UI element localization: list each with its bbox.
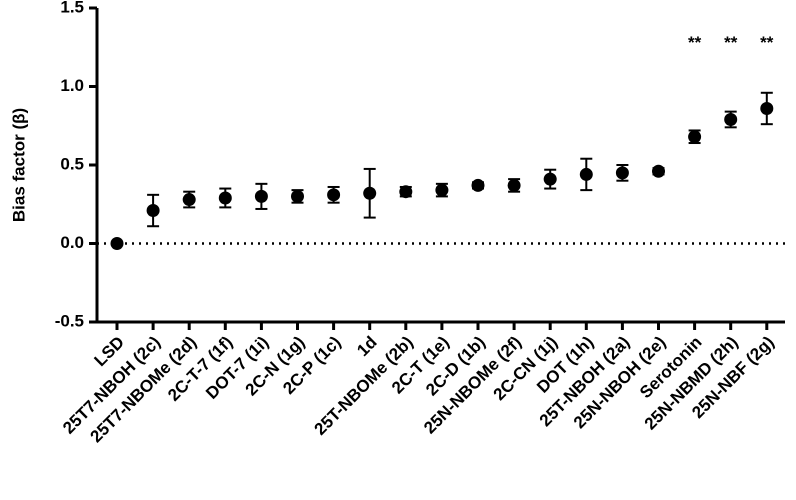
y-tick-label: 0.0	[60, 233, 84, 252]
dot	[399, 185, 413, 199]
dot	[254, 189, 268, 203]
dot	[146, 204, 160, 218]
y-tick-label: 0.5	[60, 154, 84, 173]
dot	[724, 112, 738, 126]
x-tick-label: 1d	[353, 333, 380, 360]
dot	[688, 130, 702, 144]
y-axis-label: Bias factor (β)	[9, 108, 28, 222]
dot	[507, 178, 521, 192]
dot	[218, 191, 232, 205]
dot	[363, 186, 377, 200]
significance-label: **	[724, 33, 738, 52]
dot	[471, 178, 485, 192]
significance-label: **	[760, 33, 774, 52]
y-tick-label: 1.5	[60, 0, 84, 16]
dot	[327, 188, 341, 202]
dot	[435, 183, 449, 197]
dot	[543, 172, 557, 186]
dot	[182, 193, 196, 207]
dot	[652, 164, 665, 178]
dot	[110, 237, 124, 250]
dot	[579, 167, 593, 181]
dot	[291, 189, 304, 203]
y-tick-label: 1.0	[60, 76, 84, 95]
y-tick-label: -0.5	[55, 311, 84, 330]
dot	[615, 166, 629, 180]
dot	[760, 101, 774, 115]
significance-label: **	[688, 33, 702, 52]
